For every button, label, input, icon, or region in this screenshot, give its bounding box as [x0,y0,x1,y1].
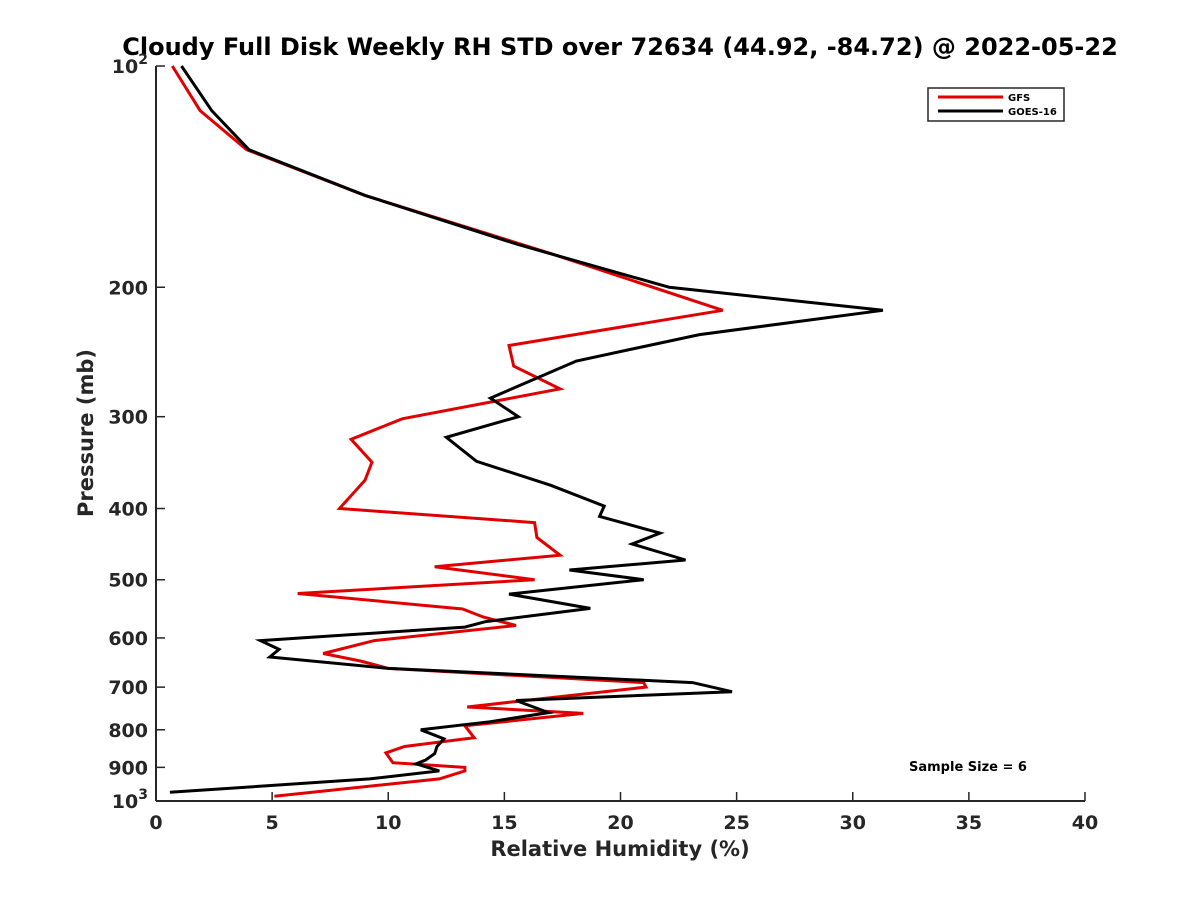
y-tick-label: 200 [108,277,148,299]
x-tick-label: 35 [956,812,982,834]
y-tick-label: 500 [108,570,148,592]
series-line-goes-16 [169,65,884,794]
y-tick-label-base: 10 [112,791,138,813]
x-tick-label: 20 [607,812,633,834]
legend-label: GOES-16 [1008,107,1057,118]
y-tick-label: 800 [108,720,148,742]
x-axis-label: Relative Humidity (%) [490,837,749,861]
y-tick-label: 900 [108,757,148,779]
x-tick-label: 15 [491,812,517,834]
legend: GFS GOES-16 [927,87,1065,122]
y-tick-label-exponent: 2 [138,52,148,68]
series-line-gfs [171,65,724,798]
x-tick-label: 0 [149,812,162,834]
legend-label: GFS [1008,93,1030,104]
y-tick-label-exponent: 3 [138,787,148,803]
y-tick-label: 400 [108,499,148,521]
y-tick-label: 102 [112,52,148,78]
y-tick-label: 300 [108,407,148,429]
y-tick-label-base: 10 [112,56,138,78]
legend-box [927,87,1065,122]
y-axis-label: Pressure (mb) [74,349,98,517]
x-tick-label: 25 [723,812,749,834]
y-tick-label: 700 [108,677,148,699]
y-tick-label: 103 [112,787,148,813]
x-tick-label: 40 [1072,812,1098,834]
plot-area [169,65,884,798]
y-tick-label: 600 [108,628,148,650]
x-axis-ticks: 0 5 10 15 20 25 30 35 40 [149,792,1098,834]
chart-title: Cloudy Full Disk Weekly RH STD over 7263… [122,33,1118,61]
x-tick-label: 5 [266,812,279,834]
x-tick-label: 30 [840,812,866,834]
axes: 0 5 10 15 20 25 30 35 40 10220030040050060070080… [74,52,1098,861]
x-tick-label: 10 [375,812,401,834]
sample-size-annotation: Sample Size = 6 [909,760,1027,775]
